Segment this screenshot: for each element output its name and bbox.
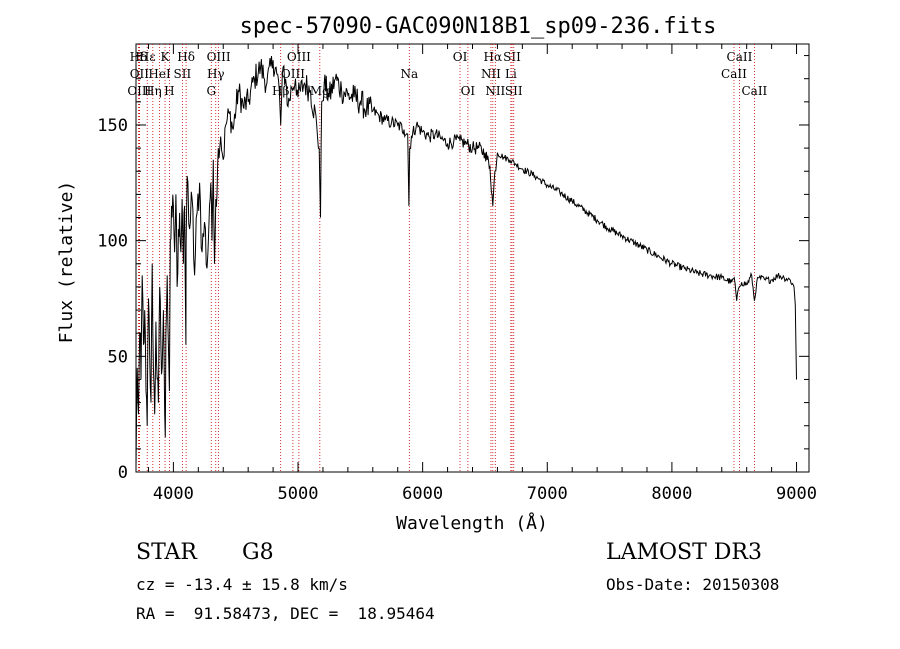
spectral-line-label: H bbox=[164, 84, 174, 98]
spectral-line-label: Na bbox=[400, 67, 418, 81]
spectral-line-label: Hδ bbox=[177, 50, 195, 64]
x-tick-label: 7000 bbox=[527, 484, 568, 504]
spectral-line-label: OIII bbox=[207, 50, 231, 64]
x-tick-label: 5000 bbox=[278, 484, 319, 504]
y-axis-label: Flux (relative) bbox=[56, 181, 77, 344]
object-class: STAR bbox=[136, 540, 197, 565]
coordinates: RA = 91.58473, DEC = 18.95464 bbox=[136, 604, 435, 623]
plot-frame bbox=[135, 43, 810, 473]
spectral-line-label: Hδ bbox=[130, 50, 148, 64]
spectral-line-label: Hβ bbox=[272, 84, 289, 98]
x-tick-label: 8000 bbox=[651, 484, 692, 504]
spectral-line-label: Hη bbox=[144, 84, 162, 98]
spectral-line-label: OI bbox=[453, 50, 468, 64]
spectral-line-label: CaII bbox=[741, 84, 767, 98]
spectral-line-label: SII bbox=[174, 67, 192, 81]
axis-ticks: 4000 5000 6000 7000 8000 9000 0 50 100 150 bbox=[97, 44, 817, 504]
spectral-line-label: SII bbox=[505, 84, 523, 98]
spectrum-series-line bbox=[135, 55, 797, 468]
chart-title: spec-57090-GAC090N18B1_sp09-236.fits bbox=[240, 14, 717, 39]
spectral-line-label: NII bbox=[481, 67, 501, 81]
spectral-line-label: HeI bbox=[148, 67, 171, 81]
redshift-value: cz = -13.4 ± 15.8 km/s bbox=[136, 575, 348, 594]
spectral-line-label: CaII bbox=[727, 50, 753, 64]
x-axis-label: Wavelength (Å) bbox=[396, 512, 548, 534]
y-tick-label: 100 bbox=[97, 232, 128, 252]
spectral-line-label: OIII bbox=[127, 84, 151, 98]
x-tick-label: 4000 bbox=[153, 484, 194, 504]
spectral-line-label: SII bbox=[503, 50, 521, 64]
spectral-line-label: OI bbox=[461, 84, 476, 98]
spectral-line-label: CaII bbox=[721, 67, 747, 81]
spectral-line-label: G bbox=[206, 84, 216, 98]
survey-name: LAMOST DR3 bbox=[606, 540, 762, 565]
spectral-line-label: Hγ bbox=[207, 67, 225, 81]
y-tick-label: 50 bbox=[108, 347, 128, 367]
observation-date: Obs-Date: 20150308 bbox=[606, 575, 780, 594]
spectral-line-label: NII bbox=[485, 84, 505, 98]
spectral-line-label: Hα bbox=[484, 50, 503, 64]
spectral-subclass: G8 bbox=[242, 540, 274, 565]
spectral-line-label: OIII bbox=[287, 50, 311, 64]
spectral-line-label: K bbox=[161, 50, 171, 64]
spectral-line-label: Li bbox=[505, 67, 517, 81]
y-tick-label: 150 bbox=[97, 116, 128, 136]
y-tick-label: 0 bbox=[118, 463, 128, 483]
x-tick-label: 6000 bbox=[402, 484, 443, 504]
spectral-line-label: OIII bbox=[281, 67, 305, 81]
spectral-line-label: Hε bbox=[139, 50, 156, 64]
x-tick-label: 9000 bbox=[776, 484, 817, 504]
